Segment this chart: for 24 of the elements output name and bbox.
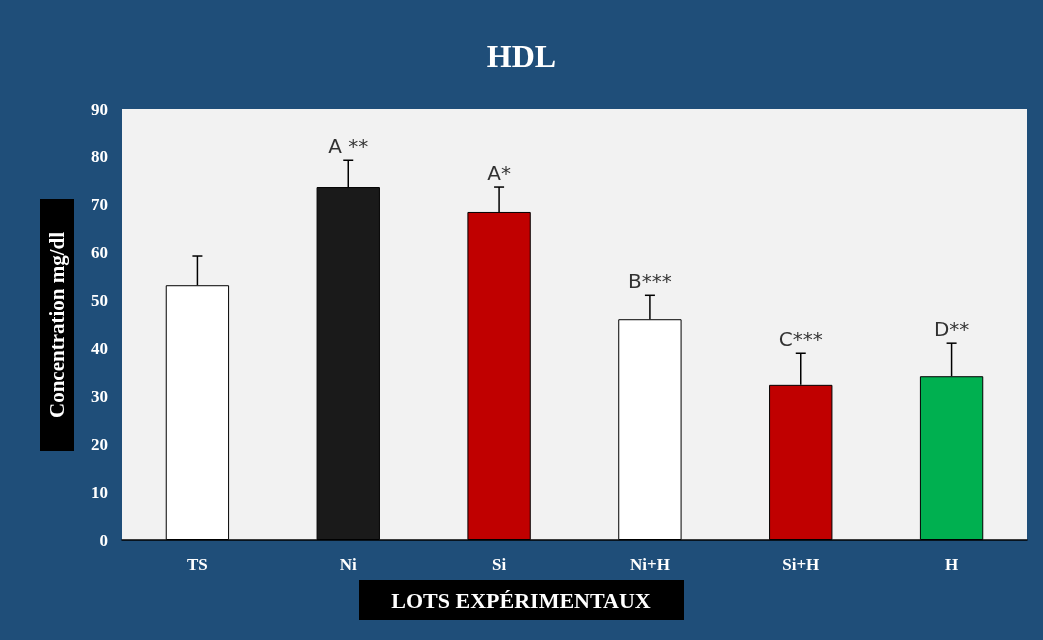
annotation: A*: [487, 161, 511, 186]
chart-title: HDL: [486, 38, 557, 74]
annotation: B***: [628, 269, 672, 294]
y-tick-label: 10: [91, 482, 108, 502]
x-axis-title: LOTS EXPÉRIMENTAUX: [391, 587, 651, 613]
annotation: C***: [778, 327, 823, 352]
y-tick-label: 60: [91, 243, 108, 263]
y-tick-label: 70: [91, 195, 108, 215]
x-tick-label: Si+H: [782, 555, 820, 574]
y-tick-label: 90: [91, 99, 108, 119]
y-axis-title: Concentration mg/dl: [45, 231, 69, 419]
annotation: D**: [933, 317, 970, 342]
y-tick-label: 20: [91, 434, 108, 454]
x-tick-label: TS: [187, 555, 208, 574]
annotation: A **: [328, 134, 369, 159]
y-tick-label: 30: [91, 386, 108, 406]
x-tick-label: Ni+H: [629, 555, 670, 574]
x-tick-label: Si: [491, 555, 507, 574]
y-tick-label: 0: [99, 530, 108, 550]
x-tick-label: Ni: [339, 555, 358, 574]
x-tick-label: H: [944, 555, 959, 574]
y-tick-label: 50: [91, 291, 108, 311]
y-tick-label: 80: [91, 147, 108, 167]
y-tick-label: 40: [91, 338, 108, 358]
